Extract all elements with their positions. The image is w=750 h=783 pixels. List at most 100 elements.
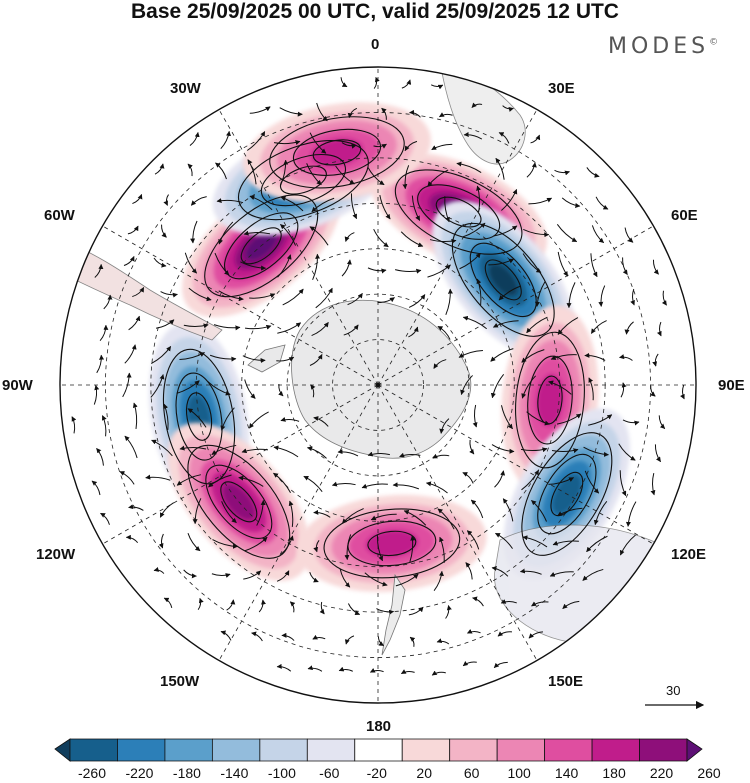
wind-vector-arrow — [490, 373, 505, 399]
wind-vector-arrow — [184, 252, 198, 274]
wind-vector-arrow — [247, 159, 257, 185]
wind-vector-arrow — [584, 352, 606, 361]
wind-vector-arrow — [151, 439, 173, 457]
wind-vector-arrow — [216, 198, 244, 204]
wind-vector-arrow — [125, 534, 139, 543]
wind-vector-arrow — [492, 225, 518, 237]
wind-vector-arrow — [179, 445, 207, 451]
wind-vector-arrow — [652, 353, 659, 367]
wind-vector-arrow — [522, 253, 542, 273]
wind-vector-arrow — [403, 510, 427, 526]
wind-vector-arrow — [306, 446, 327, 459]
wind-vector-arrow — [491, 566, 509, 577]
wind-vector-arrow — [160, 291, 178, 298]
wind-vector-arrow — [163, 403, 169, 430]
wind-vector-arrow — [367, 166, 385, 186]
colorbar-tick-label: -20 — [366, 765, 387, 781]
wind-vector-arrow — [197, 597, 204, 610]
wind-vector-arrow — [381, 107, 387, 120]
wind-vector-arrow — [445, 605, 452, 619]
wind-vector-arrow — [445, 288, 453, 316]
wind-vector-arrow — [433, 570, 444, 591]
wind-vector-arrow — [124, 344, 137, 364]
lon-label-60w: 60W — [44, 207, 75, 224]
wind-vector-arrow — [431, 670, 446, 676]
wind-vector-arrow — [463, 132, 483, 140]
wind-vector-arrow — [476, 185, 481, 213]
wind-vector-arrow — [501, 189, 518, 211]
wind-vector-arrow — [244, 536, 268, 552]
wind-vector-arrow — [258, 599, 266, 613]
colorbar-swatch — [639, 738, 688, 762]
wind-vector-arrow — [522, 535, 548, 548]
wind-vector-arrow — [311, 197, 335, 213]
colorbar-ticks: -260 -220 -180 -140 -100 -60 -20 20 60 100 140 180 2… — [0, 765, 750, 783]
wind-vector-arrow — [583, 446, 609, 457]
meridian-line — [377, 384, 538, 661]
wind-vector-arrow — [433, 359, 447, 369]
wind-vector-arrow — [127, 225, 139, 235]
colorbar-swatch — [306, 738, 356, 762]
map-disc — [60, 67, 696, 703]
wind-vector-arrow — [309, 132, 327, 154]
south-pole-marker — [375, 382, 381, 388]
lon-label-30e: 30E — [548, 80, 575, 97]
wind-vector-arrow — [122, 372, 132, 398]
wind-vector-arrow — [460, 375, 473, 396]
contour-line — [394, 169, 523, 255]
wind-vector-arrow — [427, 169, 449, 187]
wind-vector-arrow — [276, 356, 295, 362]
contour-line — [175, 372, 223, 461]
wind-vector-arrow — [528, 631, 544, 639]
wind-vector-arrow — [550, 354, 577, 360]
colorbar-tick-label: -60 — [319, 765, 340, 781]
wind-vector-arrow — [277, 254, 292, 278]
meridian-line — [102, 225, 379, 386]
wind-vector-arrow — [462, 472, 474, 484]
wind-vector-arrow — [401, 79, 412, 89]
wind-vector-arrow — [500, 405, 513, 430]
colorbar — [54, 738, 703, 762]
wind-vector-arrow — [277, 322, 302, 334]
wind-vector-arrow — [526, 162, 537, 178]
wind-vector-arrow — [409, 636, 416, 647]
wind-vector-arrow — [310, 384, 316, 398]
wind-vector-arrow — [367, 451, 390, 457]
wind-vector-arrow — [100, 512, 110, 525]
wind-vectors — [71, 76, 685, 676]
wind-vector-arrow — [316, 102, 328, 122]
wind-vector-arrow — [530, 134, 541, 144]
contour-line — [515, 331, 585, 469]
wind-vector-arrow — [491, 444, 515, 454]
wind-vector-arrow — [376, 608, 395, 615]
wind-vector-arrow — [408, 606, 424, 616]
wind-vector-arrow — [467, 628, 481, 634]
wind-vector-arrow — [652, 259, 659, 275]
wind-vector-arrow — [158, 533, 164, 549]
contour-line — [260, 153, 346, 207]
colorbar-swatch — [449, 738, 498, 762]
wind-vector-arrow — [306, 163, 322, 186]
wind-vector-arrow — [395, 573, 419, 587]
wind-vector-arrow — [187, 408, 207, 428]
contour-line — [185, 392, 213, 441]
wind-vector-arrow — [311, 322, 329, 337]
wind-vector-arrow — [338, 666, 354, 672]
wind-vector-arrow — [472, 404, 478, 428]
wind-vector-arrow — [526, 316, 548, 334]
wind-vector-arrow — [238, 475, 264, 487]
brand-logo: MODES© — [608, 34, 719, 59]
wind-vector-arrow — [309, 354, 323, 366]
colorbar-tick-label: 220 — [649, 765, 674, 781]
lon-label-30w: 30W — [170, 80, 201, 97]
wind-vector-arrow — [319, 601, 325, 615]
wind-vector-arrow — [595, 196, 609, 210]
wind-vector-arrow — [313, 509, 331, 518]
antarctica-landmass — [247, 299, 472, 459]
wind-vector-arrow — [209, 354, 237, 362]
wind-vector-arrow — [190, 220, 198, 244]
lon-label-120e: 120E — [671, 546, 707, 563]
wind-vector-arrow — [226, 599, 236, 611]
lon-label-60e: 60E — [671, 207, 698, 224]
wind-vector-arrow — [439, 418, 450, 434]
